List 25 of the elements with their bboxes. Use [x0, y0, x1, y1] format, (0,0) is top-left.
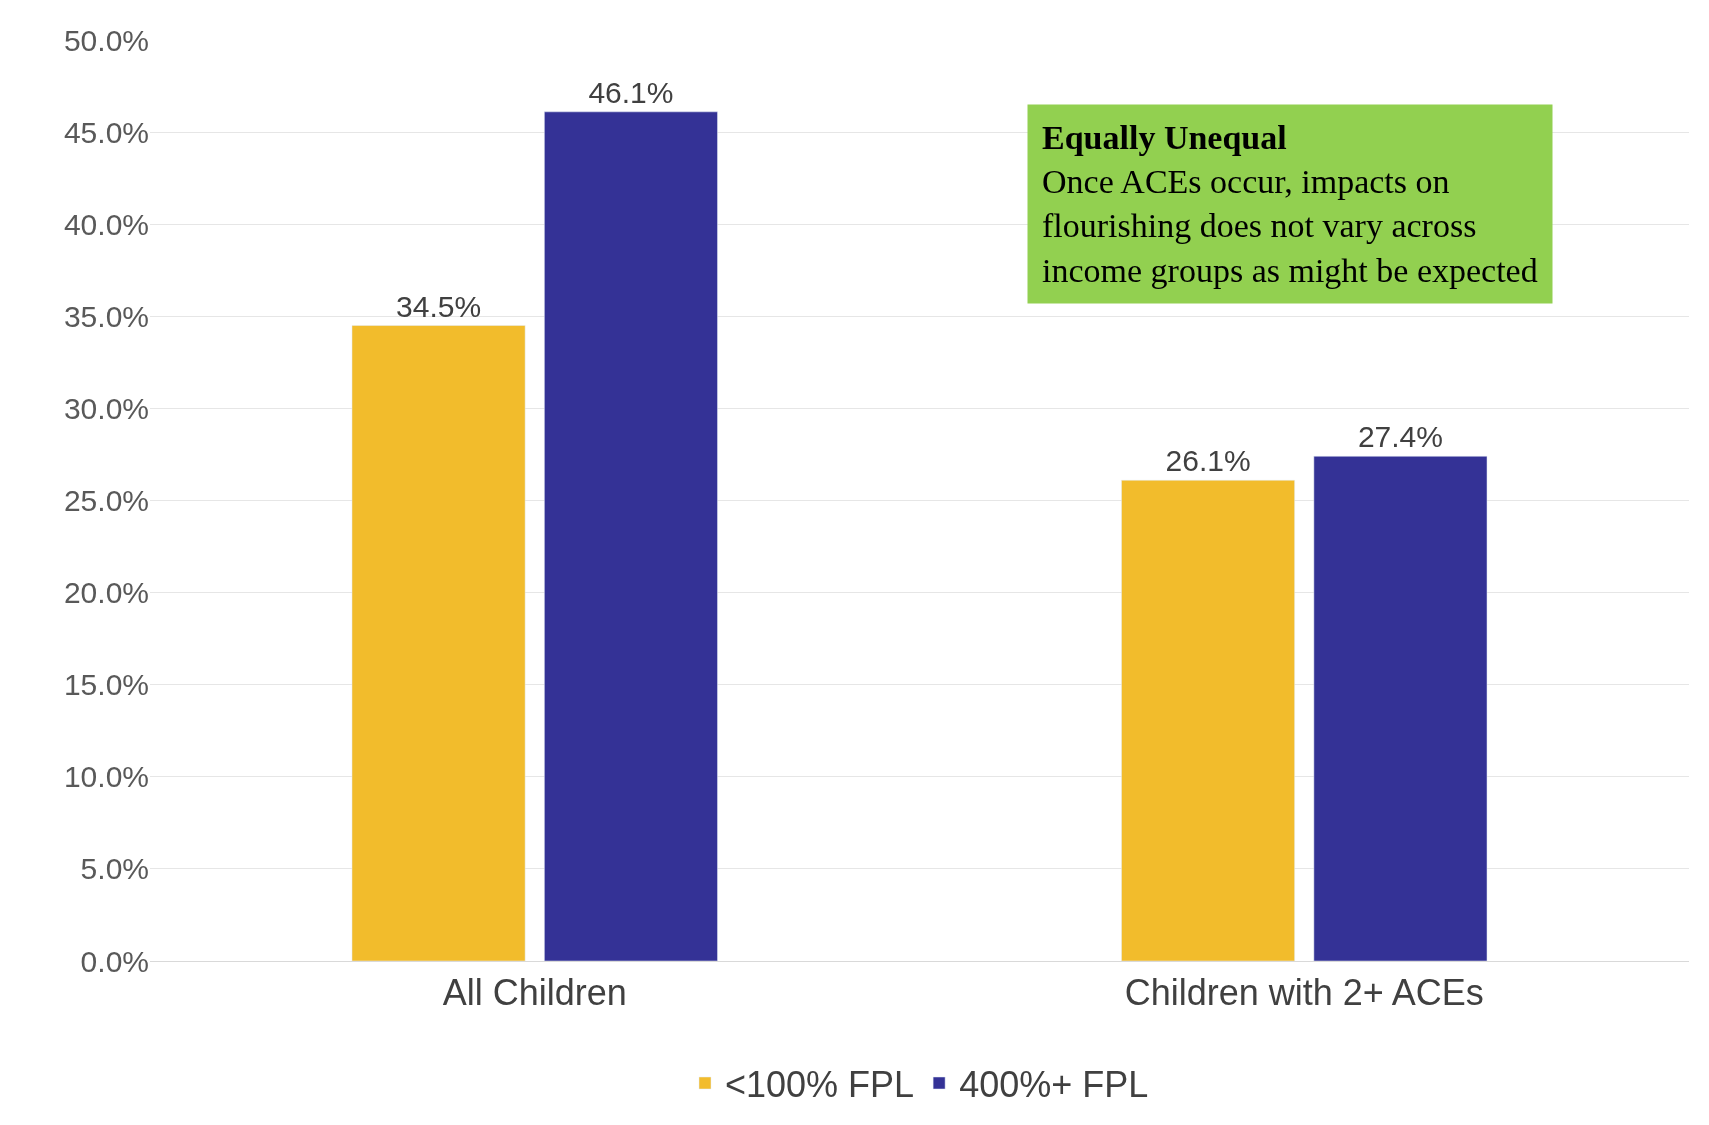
annotation: Equally Unequal: [1042, 119, 1287, 156]
data-label: 26.1%: [1165, 444, 1251, 478]
x-tick-label: Children with 2+ ACEs: [1124, 972, 1484, 1014]
y-tick-label: 45.0%: [63, 115, 149, 149]
bar: [1121, 479, 1295, 961]
y-tick-label: 30.0%: [63, 391, 149, 425]
x-tick-label: All Children: [442, 972, 627, 1014]
bar: [351, 325, 526, 961]
y-tick-label: 15.0%: [63, 668, 149, 702]
annotation: Once ACEs occur, impacts on flourishing does not vary across income groups as might be expected: [1042, 163, 1538, 289]
y-tick-label: 20.0%: [63, 576, 149, 610]
data-label: 34.5%: [396, 289, 482, 323]
data-label: 46.1%: [588, 75, 674, 109]
y-tick-label: 35.0%: [63, 299, 149, 333]
bar: [544, 111, 718, 961]
y-tick-label: 50.0%: [63, 23, 149, 57]
y-tick-label: 0.0%: [80, 944, 149, 978]
legend-label: 400%+ FPL: [959, 1064, 1149, 1106]
y-tick-label: 5.0%: [80, 852, 149, 886]
y-tick-label: 10.0%: [63, 760, 149, 794]
legend-label: <100% FPL: [725, 1064, 915, 1106]
bar: [1313, 456, 1488, 961]
data-label: 27.4%: [1357, 420, 1443, 454]
y-tick-label: 40.0%: [63, 207, 149, 241]
y-tick-label: 25.0%: [63, 484, 149, 517]
